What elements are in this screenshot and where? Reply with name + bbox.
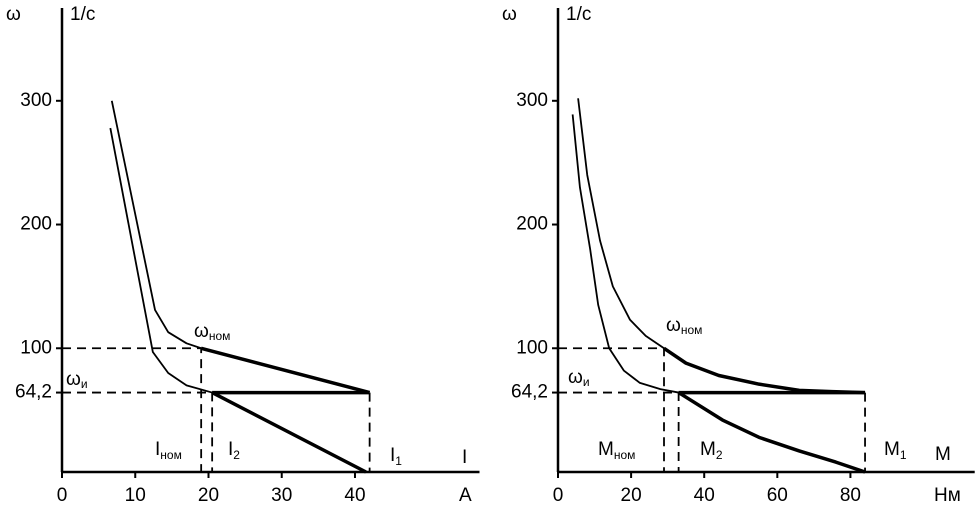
annotation: I1 [390, 445, 402, 468]
annotation: ωном [194, 321, 230, 343]
annotation-sub: ном [209, 329, 231, 343]
annotation-text: M [598, 439, 614, 460]
x-label: I [462, 447, 467, 468]
x-unit: Нм [934, 485, 961, 506]
annotation-sub: и [583, 375, 590, 389]
x-tick-label: 20 [621, 485, 642, 506]
y-tick-label: 300 [516, 90, 548, 111]
y-tick-label: 200 [516, 214, 548, 235]
curve [110, 100, 202, 350]
y-tick-label: 300 [20, 90, 52, 111]
x-tick-label: 20 [198, 485, 219, 506]
x-tick-label: 40 [344, 485, 365, 506]
y-unit: 1/с [70, 4, 95, 25]
annotation: ωном [666, 315, 702, 337]
x-tick-label: 0 [553, 485, 564, 506]
curve [558, 347, 665, 472]
annotation-text: ω [568, 367, 583, 388]
curve [558, 391, 680, 472]
x-tick-label: 60 [767, 485, 788, 506]
curve [663, 346, 866, 395]
y-tick-label: 100 [20, 337, 52, 358]
curve [62, 391, 214, 472]
annotation-sub: 1 [900, 448, 907, 462]
annotation-sub: ном [681, 323, 703, 337]
x-unit: A [459, 485, 472, 506]
annotation: I2 [228, 439, 240, 462]
y-tick-label: 100 [516, 337, 548, 358]
annotation-text: ω [66, 369, 81, 390]
annotation-text: I [390, 445, 395, 466]
annotation-sub: ном [614, 448, 636, 462]
curve [677, 391, 866, 474]
x-tick-label: 30 [271, 485, 292, 506]
annotation-text: I [228, 439, 233, 460]
curve [109, 127, 213, 394]
annotation-text: M [884, 439, 900, 460]
curve [211, 391, 367, 474]
x-tick-label: 40 [694, 485, 715, 506]
annotation-sub: ном [160, 448, 182, 462]
annotation-sub: 2 [233, 448, 240, 462]
annotation-text: I [155, 439, 160, 460]
annotation: Mном [598, 439, 635, 462]
x-tick-label: 10 [125, 485, 146, 506]
x-tick-label: 80 [840, 485, 861, 506]
curve [200, 346, 371, 395]
y-label: ω [6, 4, 21, 25]
annotation: Iном [155, 439, 182, 462]
y-tick-label: 64,2 [511, 382, 548, 403]
annotation: M2 [700, 439, 723, 462]
curve [62, 347, 203, 472]
annotation-sub: и [81, 377, 88, 391]
annotation-text: ω [194, 321, 209, 342]
annotation: M1 [884, 439, 907, 462]
annotation-text: ω [666, 315, 681, 336]
annotation-sub: 1 [395, 454, 402, 468]
x-tick-label: 0 [57, 485, 68, 506]
y-label: ω [502, 4, 517, 25]
y-unit: 1/с [566, 4, 591, 25]
annotation: ωи [66, 369, 88, 391]
annotation-sub: 2 [716, 448, 723, 462]
annotation-text: M [700, 439, 716, 460]
curve [577, 98, 665, 350]
curve [571, 114, 679, 394]
x-label: M [935, 444, 951, 465]
y-tick-label: 200 [20, 214, 52, 235]
y-tick-label: 64,2 [15, 382, 52, 403]
annotation: ωи [568, 367, 590, 389]
